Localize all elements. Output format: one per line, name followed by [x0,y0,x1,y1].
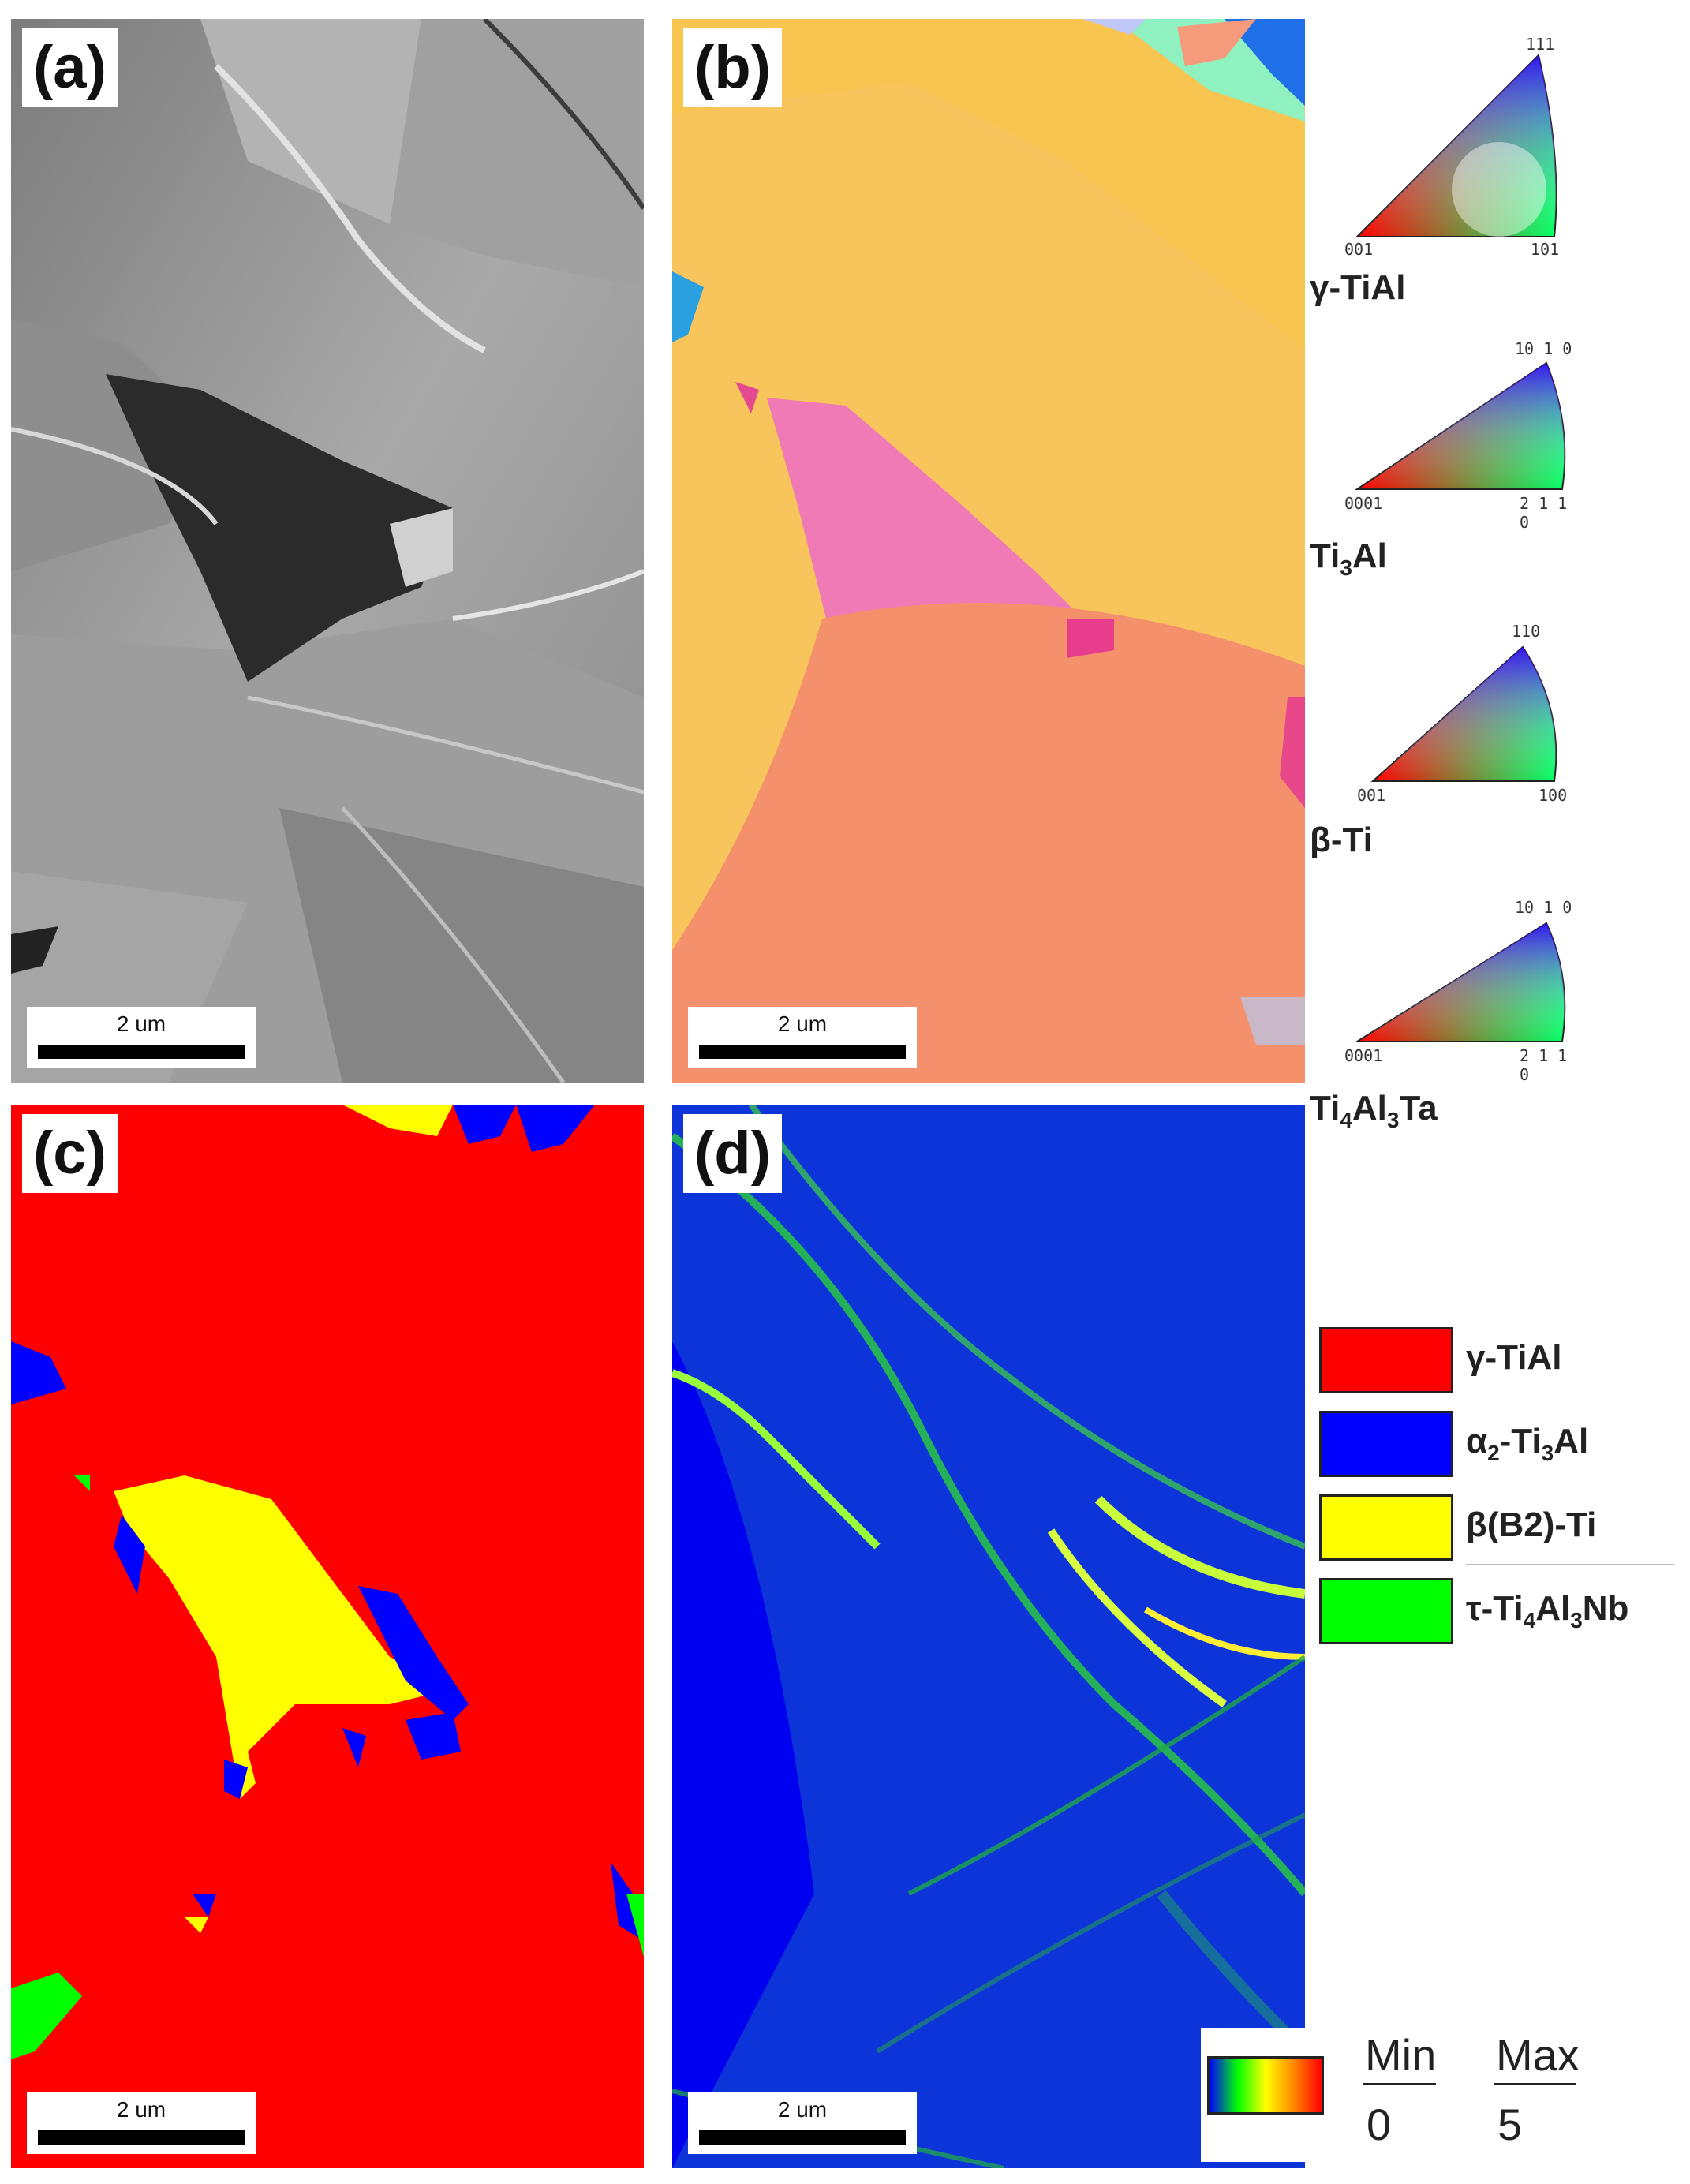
phase-map [11,1105,644,2168]
legend-item: β(B2)-Ti [1319,1494,1674,1569]
scale-bar: 2 um [688,1007,917,1068]
scale-bar: 2 um [27,1007,256,1068]
ipf-key-ti3al: 10 1 0 0001 2 1 1 0 [1341,331,1578,532]
ipf-key-gamma-tial: 111 001 101 [1341,32,1578,260]
ipf-top-label: 111 [1526,35,1555,54]
colorbar-gradient [1207,2056,1324,2115]
scale-bar-line [38,1045,245,1059]
scale-bar-text: 2 um [116,2097,166,2122]
legend-item: γ-TiAl [1319,1327,1674,1401]
panel-d-kam-map: (d) 2 um [672,1105,1305,2168]
legend-label: γ-TiAl [1466,1338,1562,1377]
legend-swatch [1319,1411,1453,1477]
ipf-right-label: 101 [1531,240,1560,259]
ipf-left-label: 001 [1357,786,1386,805]
ipf-triangle [1370,645,1557,782]
ipf-left-label: 0001 [1344,1046,1383,1065]
ipf-right-label: 100 [1539,786,1568,805]
ipf-left-label: 001 [1344,240,1374,259]
sem-micrograph [11,19,644,1083]
orientation-map [672,19,1305,1083]
scale-bar-line [699,1045,906,1059]
legend-label: τ-Ti4Al3Nb [1466,1589,1629,1632]
ipf-left-label: 0001 [1344,494,1383,513]
panel-b-ipf-map: (b) 2 um [672,19,1305,1083]
panel-label: (c) [22,1114,118,1193]
colorbar-min-value: 0 [1367,2100,1392,2149]
legend-swatch [1319,1327,1453,1393]
ipf-right-label: 2 1 1 0 [1520,494,1568,532]
scale-bar-text: 2 um [777,2097,828,2122]
scale-bar: 2 um [688,2092,917,2154]
scale-bar-text: 2 um [777,1012,828,1036]
ipf-top-label: 10 1 0 [1515,339,1572,358]
scale-bar-line [699,2130,906,2145]
legend-label: α2-Ti3Al [1466,1422,1589,1465]
ipf-key-ti4al3ta: 10 1 0 0001 2 1 1 0 [1341,884,1578,1084]
ipf-phase-label: β-Ti [1310,821,1373,859]
kam-colorbar [1201,2028,1331,2162]
panel-label: (d) [683,1114,783,1193]
scale-bar-text: 2 um [116,1012,166,1036]
legend-swatch [1319,1578,1453,1644]
ipf-key-beta-ti: 110 001 100 [1341,608,1578,805]
ipf-triangle [1354,361,1566,490]
ipf-top-label: 110 [1512,622,1541,641]
legend-label: β(B2)-Ti [1466,1505,1597,1544]
ipf-right-label: 2 1 1 0 [1520,1046,1568,1084]
ipf-phase-label: γ-TiAl [1310,268,1406,307]
legend-item: α2-Ti3Al [1319,1411,1674,1485]
scale-bar-line [38,2130,245,2145]
ipf-triangle [1354,922,1566,1042]
ipf-phase-label: Ti3Al [1310,537,1387,580]
legend-item: τ-Ti4Al3Nb [1319,1578,1674,1652]
ipf-triangle [1355,54,1557,237]
phase-legend: γ-TiAl α2-Ti3Al β(B2)-Ti τ-Ti4Al3Nb [1319,1327,1674,1662]
legend-swatch [1319,1494,1453,1561]
colorbar-max-value: 5 [1497,2100,1523,2149]
panel-c-phase-map: (c) 2 um [11,1105,644,2168]
ipf-phase-label: Ti4Al3Ta [1310,1089,1438,1132]
panel-label: (a) [22,28,118,107]
colorbar-max-rule [1494,2083,1576,2085]
colorbar-min-rule [1363,2083,1436,2085]
misorientation-map [672,1105,1305,2168]
scale-bar: 2 um [27,2092,256,2154]
colorbar-min-label: Min [1365,2030,1437,2080]
panel-label: (b) [683,28,783,107]
panel-a-sem-image: (a) 2 um [11,19,644,1083]
colorbar-max-label: Max [1496,2030,1580,2080]
ipf-top-label: 10 1 0 [1515,898,1572,917]
